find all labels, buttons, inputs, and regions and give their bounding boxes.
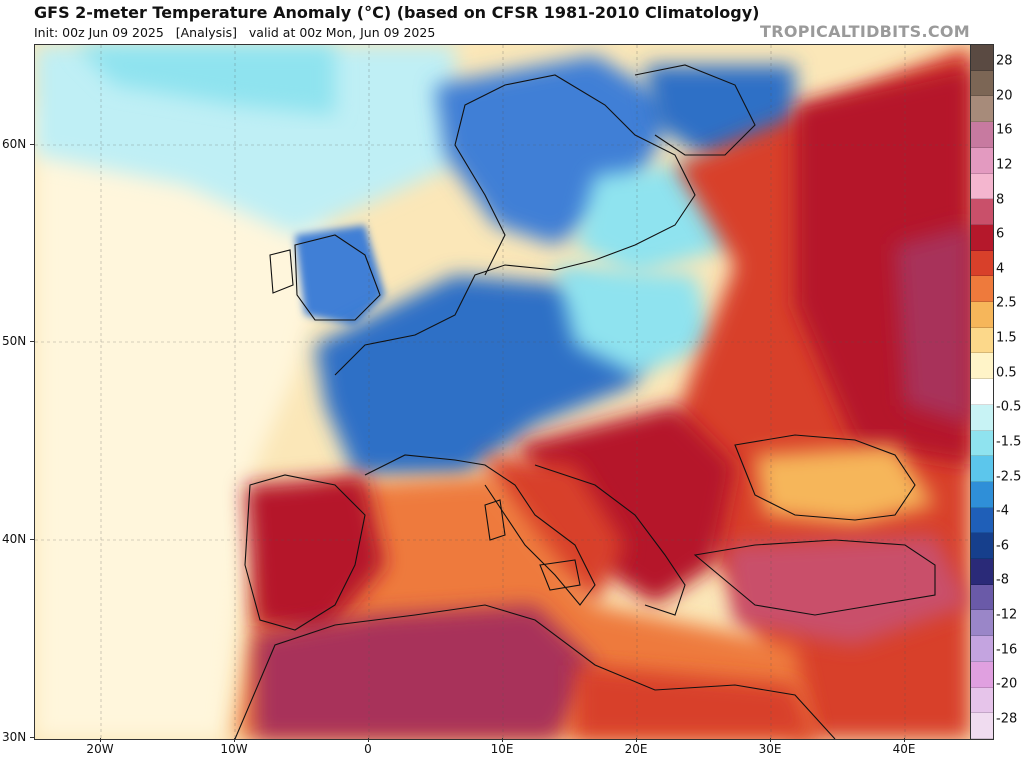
x-tick-mark [368,738,369,742]
colorbar-segment [971,456,993,482]
colorbar-segment [971,224,993,251]
libya-egypt-warm-region [575,665,815,739]
y-tick-mark [30,539,34,540]
y-tick-label: 30N [2,730,27,744]
colorbar-segment [971,687,993,714]
black-sea-warm-region [755,445,935,525]
north-sea-cool-region [75,45,335,115]
north-atlantic-cool-region [35,45,455,235]
colorbar-segment [971,327,993,354]
colorbar-segment [971,533,993,560]
colorbar-label: -6 [996,538,1009,554]
x-tick-mark [904,738,905,742]
colorbar-label: 16 [996,122,1013,138]
turkey-hot-region [725,535,971,645]
atlantic-neutral-region [35,105,335,739]
colorbar-segment [971,353,993,380]
colorbar-label: 2.5 [996,295,1017,311]
y-tick-mark [30,144,34,145]
x-tick-mark [502,738,503,742]
colorbar-label: 4 [996,261,1005,277]
y-tick-label: 60N [2,137,27,151]
colorbar-segment [971,70,993,97]
colorbar-segment [971,96,993,123]
colorbar-label: 28 [996,53,1013,69]
colorbar-label: -0.5 [996,399,1022,415]
colorbar-segment [971,173,993,200]
north-africa-very-hot-region [255,605,595,739]
x-tick-mark [234,738,235,742]
x-tick-label: 30E [758,742,782,756]
colorbar-label: 0.5 [996,365,1017,381]
colorbar-segment [971,199,993,225]
colorbar-segment [971,45,993,71]
colorbar [970,44,994,740]
colorbar-segment [971,147,993,174]
colorbar-label: 8 [996,192,1005,208]
colorbar-segment [971,276,993,303]
colorbar-segment [971,122,993,148]
colorbar-label: 6 [996,226,1005,242]
colorbar-segment [971,610,993,637]
y-tick-label: 50N [2,334,27,348]
colorbar-segment [971,559,993,585]
colorbar-label: 20 [996,88,1013,104]
y-tick-mark [30,737,34,738]
balkans-hot-region [515,405,735,605]
colorbar-label: -4 [996,503,1009,519]
x-tick-label: 40E [892,742,916,756]
map-title: GFS 2-meter Temperature Anomaly (°C) (ba… [34,3,760,22]
brand-watermark: TROPICALTIDBITS.COM [760,22,970,41]
colorbar-label: -2.5 [996,469,1022,485]
x-tick-label: 20E [624,742,648,756]
poland-cool-region [555,265,715,375]
coastlines [234,64,936,739]
colorbar-segment [971,584,993,611]
colorbar-label: 12 [996,157,1013,173]
colorbar-segment [971,302,993,328]
colorbar-label: -20 [996,676,1018,692]
x-tick-label: 10W [220,742,248,756]
colorbar-label: -16 [996,642,1018,658]
y-tick-mark [30,341,34,342]
colorbar-segment [971,481,993,508]
y-tick-label: 40N [2,532,27,546]
colorbar-label: -8 [996,572,1009,588]
temperature-anomaly-map [34,44,972,740]
x-tick-mark [636,738,637,742]
x-tick-label: 10E [490,742,514,756]
x-tick-label: 0 [364,742,372,756]
iberia-hot-region [245,475,385,635]
x-tick-mark [770,738,771,742]
map-canvas [35,45,971,739]
uk-cold-region [295,225,385,325]
colorbar-label: 1.5 [996,330,1017,346]
colorbar-label: -12 [996,607,1018,623]
colorbar-segment [971,661,993,688]
colorbar-segment [971,507,993,534]
colorbar-segment [971,250,993,277]
x-tick-mark [100,738,101,742]
x-tick-label: 20W [86,742,114,756]
colorbar-segment [971,636,993,662]
graticule [35,45,971,739]
colorbar-segment [971,379,993,405]
colorbar-segment [971,430,993,457]
russia-extreme-region [895,225,971,425]
colorbar-label: -1.5 [996,434,1022,450]
colorbar-segment [971,404,993,431]
colorbar-segment [971,713,993,739]
colorbar-label: -28 [996,711,1018,727]
map-subtitle: Init: 00z Jun 09 2025 [Analysis] valid a… [34,25,436,40]
